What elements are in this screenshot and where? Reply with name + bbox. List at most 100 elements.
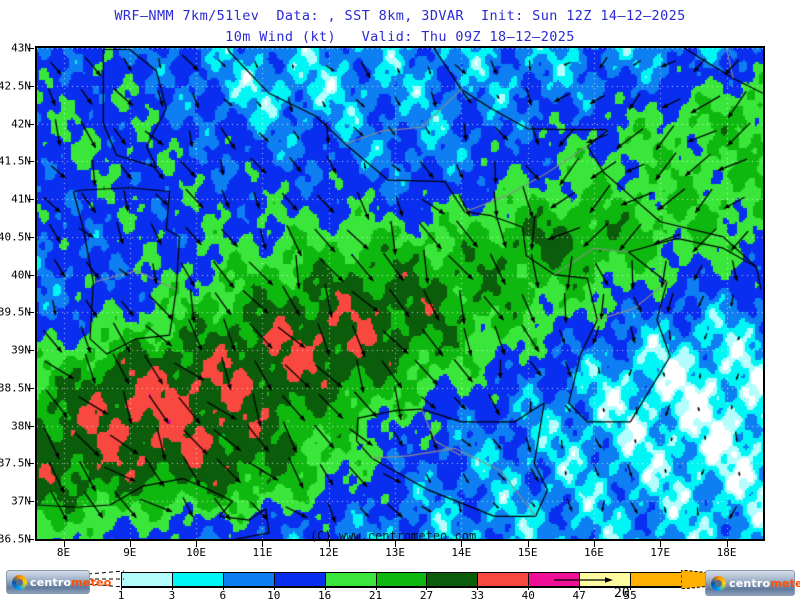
centrometeo-ring-icon [12, 574, 27, 590]
latitude-tick-label: 43N [11, 41, 31, 55]
colorbar-swatch[interactable] [427, 573, 479, 587]
colorbar-swatch[interactable] [274, 573, 326, 587]
colorbar-tick [324, 586, 326, 590]
latitude-tick-label: 40.5N [0, 230, 31, 244]
latitude-tick-label: 38.5N [0, 381, 31, 395]
latitude-tick [28, 539, 34, 540]
longitude-tick-label: 12E [318, 546, 339, 559]
longitude-tick-label: 8E [56, 546, 71, 559]
colorbar-tick-label: 1 [117, 589, 125, 602]
latitude-tick-label: 39.5N [0, 305, 31, 319]
centrometeo-ring-icon [711, 575, 726, 591]
latitude-tick-label: 42.5N [0, 79, 31, 93]
longitude-tick-label: 14E [451, 546, 472, 559]
colorbar-tick-label: 16 [318, 589, 332, 602]
latitude-tick [28, 236, 34, 238]
latitude-tick [28, 463, 34, 465]
latitude-tick-label: 42N [11, 117, 31, 131]
colorbar-tick [222, 586, 224, 590]
colorbar-tick [121, 586, 122, 590]
longitude-tick-label: 18E [716, 546, 737, 559]
longitude-tick-label: 17E [650, 546, 671, 559]
longitude-tick [660, 541, 662, 547]
latitude-tick [28, 123, 34, 125]
colorbar-tick [273, 586, 275, 590]
latitude-tick-label: 37.5N [0, 456, 31, 470]
longitude-tick [593, 541, 595, 547]
model-info-title: WRF–NMM 7km/51lev Data: , SST 8km, 3DVAR… [114, 8, 686, 24]
longitude-tick [461, 541, 463, 547]
latitude-tick [28, 425, 34, 427]
colorbar-swatch[interactable] [478, 573, 530, 587]
colorbar-tick-label: 6 [219, 589, 227, 602]
colorbar-swatch[interactable] [223, 573, 275, 587]
logo-text-part2: meteo [770, 576, 800, 590]
latitude-tick-label: 37N [11, 494, 31, 508]
longitude-tick [527, 541, 529, 547]
colorbar-tick [579, 586, 581, 590]
wind-vector-reference-label: 20 [614, 586, 630, 601]
latitude-tick-label: 41.5N [0, 154, 31, 168]
colorbar-tick [630, 586, 632, 590]
longitude-tick [262, 541, 264, 547]
latitude-tick-label: 38N [11, 419, 31, 433]
centrometeo-logo-left[interactable]: centrometeo [6, 570, 111, 594]
latitude-tick-label: 36.5N [0, 532, 31, 546]
colorbar-swatch[interactable] [631, 573, 682, 587]
colorbar-swatch[interactable] [172, 573, 224, 587]
logo-text-part1: centro [30, 575, 72, 589]
longitude-tick [395, 541, 397, 547]
colorbar-tick-label: 10 [267, 589, 281, 602]
colorbar-swatch[interactable] [325, 573, 377, 587]
colorbar-left-connector [88, 570, 124, 588]
field-valid-title: 10m Wind (kt) Valid: Thu 09Z 18–12–2025 [225, 29, 575, 45]
longitude-tick-label: 11E [252, 546, 273, 559]
colorbar-tick-label: 55 [623, 589, 637, 602]
longitude-tick-label: 13E [385, 546, 405, 559]
colorbar-swatch[interactable] [122, 573, 173, 587]
wind-speed-contour-map [37, 48, 763, 539]
latitude-tick [28, 312, 34, 314]
colorbar-swatch[interactable] [376, 573, 428, 587]
latitude-tick-label: 40N [11, 268, 31, 282]
colorbar-tick-label: 27 [419, 589, 434, 602]
latitude-tick-label: 39N [11, 343, 31, 357]
longitude-tick-label: 15E [517, 546, 538, 559]
colorbar-tick-label: 40 [521, 589, 535, 602]
colorbar-tick-label: 47 [572, 589, 586, 602]
colorbar-tick [528, 586, 530, 590]
latitude-tick [28, 350, 34, 352]
colorbar-axis-line [121, 586, 681, 587]
longitude-tick-label: 10E [186, 546, 207, 559]
longitude-tick-label: 9E [123, 546, 137, 559]
latitude-tick [28, 501, 34, 503]
logo-text-part1: centro [729, 576, 771, 590]
colorbar-tick-label: 21 [368, 589, 383, 602]
longitude-tick [328, 541, 330, 547]
latitude-tick [28, 199, 34, 201]
colorbar-tick-label: 33 [470, 589, 484, 602]
latitude-tick-label: 41N [11, 192, 31, 206]
centrometeo-logo-right[interactable]: centrometeo [705, 570, 800, 596]
logo-label-left: centrometeo [30, 576, 111, 589]
wind-vector-reference-arrow [554, 577, 613, 583]
latitude-tick [28, 274, 34, 276]
colorbar-tick-label: 3 [168, 589, 176, 602]
watermark-text: (C) www.centrometeo.com [310, 529, 477, 543]
logo-text-part2: meteo [71, 575, 112, 589]
latitude-tick [28, 387, 34, 389]
longitude-tick [726, 541, 728, 547]
longitude-tick [129, 541, 131, 547]
colorbar-tick [426, 586, 428, 590]
logo-label-right: centrometeo [729, 577, 800, 590]
latitude-tick [28, 48, 34, 49]
longitude-tick [196, 541, 198, 547]
latitude-tick [28, 85, 34, 87]
colorbar-tick [375, 586, 377, 590]
colorbar-tick [171, 586, 173, 590]
latitude-tick [28, 161, 34, 163]
map-panel[interactable] [35, 46, 765, 541]
longitude-tick-label: 16E [583, 546, 604, 559]
colorbar-tick [477, 586, 479, 590]
